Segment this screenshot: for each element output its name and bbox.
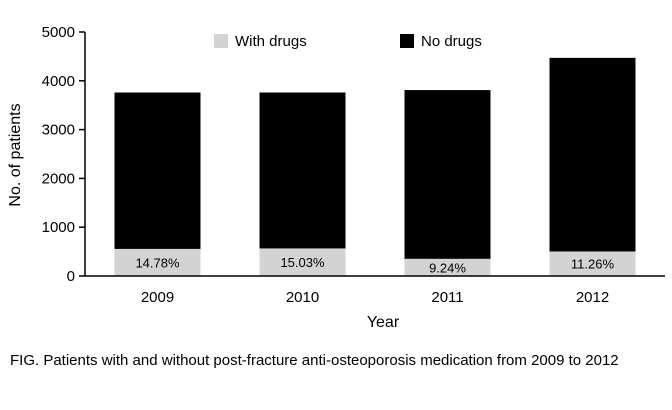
legend-label-no-drugs: No drugs: [421, 33, 482, 50]
bar-2009-no-drugs: [114, 92, 201, 249]
x-axis: 2009 2010 2011 2012: [85, 275, 665, 306]
y-tick-label-5000: 5000: [42, 24, 75, 41]
bar-2012-no-drugs: [549, 57, 636, 252]
legend-swatch-no-drugs: [400, 34, 414, 48]
legend: With drugs No drugs: [214, 33, 482, 50]
stacked-bar-chart: 14.78% 15.03% 9.24% 11.26% 0 1000 2000 3000 400…: [7, 24, 665, 331]
bars-group: 14.78% 15.03% 9.24% 11.26%: [114, 57, 636, 276]
x-axis-title: Year: [367, 314, 400, 331]
data-label-2012: 11.26%: [571, 257, 615, 272]
y-tick-label-4000: 4000: [42, 73, 75, 90]
y-axis-title: No. of patients: [7, 103, 24, 206]
y-tick-label-3000: 3000: [42, 122, 75, 139]
y-tick-label-1000: 1000: [42, 219, 75, 236]
x-tick-label-2010: 2010: [286, 289, 319, 306]
bar-2009-with-drugs: [114, 248, 201, 276]
figure-caption: FIG. Patients with and without post-frac…: [10, 352, 619, 369]
bar-2011-no-drugs: [404, 90, 491, 259]
y-tick-label-2000: 2000: [42, 170, 75, 187]
y-tick-label-0: 0: [67, 268, 75, 285]
x-tick-label-2011: 2011: [431, 289, 463, 306]
bar-2010-with-drugs: [259, 248, 346, 276]
x-tick-label-2009: 2009: [141, 289, 174, 306]
bar-2011-with-drugs: [404, 258, 491, 276]
x-tick-label-2012: 2012: [576, 289, 609, 306]
legend-label-with-drugs: With drugs: [235, 33, 307, 50]
data-label-2010: 15.03%: [280, 255, 325, 270]
data-label-2011: 9.24%: [429, 260, 466, 275]
bar-2012-with-drugs: [549, 251, 636, 276]
legend-swatch-with-drugs: [214, 34, 228, 48]
y-axis: 0 1000 2000 3000 4000 5000: [42, 24, 86, 285]
data-label-2009: 14.78%: [135, 255, 180, 270]
bar-2010-no-drugs: [259, 92, 346, 249]
